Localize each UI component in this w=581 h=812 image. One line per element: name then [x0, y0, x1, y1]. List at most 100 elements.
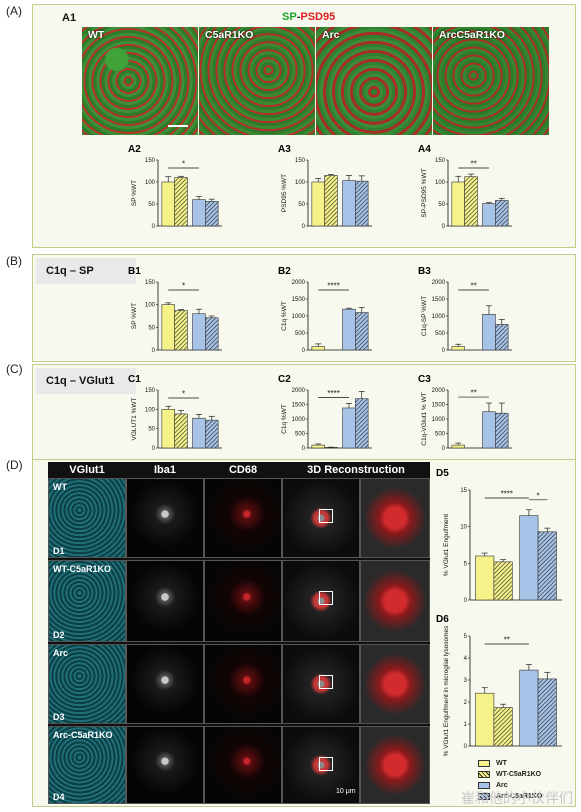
chart-title: A3	[278, 144, 291, 155]
micrograph-label: ArcC5aR1KO	[439, 29, 505, 41]
sig-label: **	[470, 282, 476, 291]
panel-label-d: (D)	[6, 458, 23, 472]
y-tick-label: 0	[152, 348, 156, 354]
micrograph-c5ar1ko: C5aR1KO	[199, 27, 315, 135]
chart-title: B3	[418, 266, 431, 277]
y-tick-label: 500	[295, 432, 306, 438]
legend-item: Arc-C5aR1KO	[478, 793, 542, 800]
y-tick-label: 0	[442, 224, 446, 230]
zoom-box	[319, 591, 333, 605]
scale-bar-label: 10 μm	[336, 788, 356, 795]
bar	[475, 555, 495, 601]
legend-item: WT-C5aR1KO	[478, 771, 541, 778]
y-axis-label: C1q-SP %WT	[421, 296, 428, 336]
chart-a3: A3 PSD95 %WT 0 50 100 150	[258, 142, 398, 232]
sig-label: *	[537, 491, 540, 500]
y-tick-label: 100	[145, 303, 156, 309]
y-tick-label: 2000	[432, 388, 446, 394]
cell-vglut1: Arc-C5aR1KO D4	[48, 726, 126, 804]
bar	[161, 181, 175, 227]
title-psd95: PSD95	[300, 11, 336, 23]
col-header-vglut1: VGlut1	[69, 464, 105, 476]
y-axis-label: C1q %WT	[281, 301, 288, 331]
legend-swatch	[478, 793, 490, 800]
y-tick-label: 0	[302, 348, 306, 354]
y-tick-label: 0	[442, 446, 446, 452]
bar	[342, 407, 356, 449]
y-tick-label: 50	[148, 427, 155, 433]
y-tick-label: 150	[295, 158, 306, 164]
bar	[495, 200, 509, 227]
legend-swatch	[478, 760, 490, 767]
bar	[205, 201, 219, 227]
bar	[451, 346, 465, 351]
y-tick-label: 2000	[292, 280, 306, 286]
y-tick-label: 0	[464, 598, 468, 604]
chart-title: C1	[128, 374, 141, 385]
y-tick-label: 1000	[432, 314, 446, 320]
row-id: D1	[53, 546, 65, 556]
a1-title: SP-PSD95	[282, 11, 335, 23]
micrograph-label: WT	[88, 29, 105, 41]
row-label: WT-C5aR1KO	[53, 564, 112, 574]
micrograph-label: Arc	[322, 29, 340, 41]
legend-swatch	[478, 771, 490, 778]
chart-svg: C2 C1q %WT 0 500 1000 1500 2000 ****	[278, 374, 372, 452]
cell-reconstruction	[282, 560, 360, 642]
y-tick-label: 1500	[432, 403, 446, 409]
bar	[451, 181, 465, 227]
bar	[495, 324, 509, 351]
y-tick-label: 0	[442, 348, 446, 354]
bar	[493, 561, 513, 601]
cell-cd68	[204, 644, 282, 724]
cell-cd68	[204, 560, 282, 642]
bar	[495, 412, 509, 449]
bar	[174, 310, 188, 351]
bar	[174, 413, 188, 449]
y-tick-label: 500	[295, 331, 306, 337]
chart-b2: B2 C1q %WT 0 500 1000 1500 2000 ****	[258, 264, 398, 356]
bar	[311, 444, 325, 449]
watermark: 崔和他的小伙伴们	[461, 790, 573, 806]
bar	[161, 409, 175, 449]
cell-reconstruction	[282, 478, 360, 558]
title-dash: -	[296, 11, 301, 23]
chart-svg: B2 C1q %WT 0 500 1000 1500 2000 ****	[278, 266, 372, 354]
y-tick-label: 100	[435, 180, 446, 186]
y-tick-label: 1500	[432, 297, 446, 303]
y-tick-label: 1500	[292, 297, 306, 303]
y-tick-label: 0	[464, 744, 468, 750]
bar	[493, 707, 513, 747]
c-header: C1q – VGlut1	[36, 368, 136, 394]
bar	[451, 444, 465, 449]
cell-vglut1: WT D1	[48, 478, 126, 558]
y-tick-label: 0	[302, 224, 306, 230]
bar	[537, 531, 557, 601]
y-axis-label: SP %WT	[131, 180, 138, 206]
y-axis-label: % VGlut1 Engulfment in microglial lysoso…	[443, 625, 450, 757]
bar	[324, 175, 338, 227]
y-tick-label: 500	[435, 432, 446, 438]
y-tick-label: 1000	[432, 417, 446, 423]
y-tick-label: 1000	[292, 417, 306, 423]
bar	[519, 669, 539, 747]
chart-title: A2	[128, 144, 141, 155]
micrograph-label: C5aR1KO	[205, 29, 254, 41]
legend-swatch	[478, 782, 490, 789]
y-tick-label: 1000	[292, 314, 306, 320]
panel-label-b: (B)	[6, 254, 22, 268]
b-header: C1q – SP	[36, 258, 136, 284]
sig-label: *	[182, 282, 185, 291]
chart-title: D6	[436, 614, 449, 625]
bar	[475, 692, 495, 747]
micrograph-wt: WT	[82, 27, 198, 135]
cell-vglut1: WT-C5aR1KO D2	[48, 560, 126, 642]
chart-title: D5	[436, 468, 449, 479]
cell-cd68	[204, 726, 282, 804]
y-tick-label: 4	[464, 656, 468, 662]
bar	[355, 398, 369, 449]
micrograph-arc: Arc	[316, 27, 432, 135]
bar	[342, 180, 356, 227]
chart-svg: A4 SP-PSD95 %WT 0 50 100 150 **	[418, 144, 512, 230]
